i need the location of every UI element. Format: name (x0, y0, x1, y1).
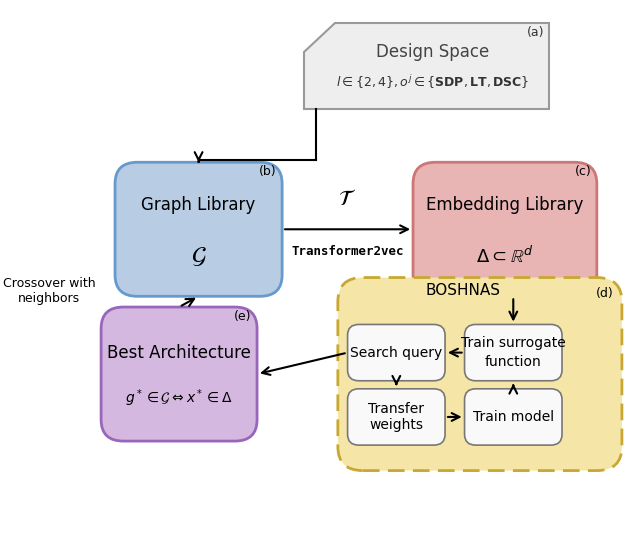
FancyBboxPatch shape (348, 389, 445, 445)
FancyBboxPatch shape (115, 162, 282, 296)
Text: Crossover with
neighbors: Crossover with neighbors (3, 277, 95, 305)
Text: Transformer2vec: Transformer2vec (291, 245, 404, 258)
FancyBboxPatch shape (348, 324, 445, 381)
FancyBboxPatch shape (413, 162, 597, 296)
Text: Train surrogate: Train surrogate (461, 336, 566, 350)
Text: Embedding Library: Embedding Library (426, 196, 584, 214)
Text: Train model: Train model (473, 410, 554, 424)
Text: $\mathcal{T}$: $\mathcal{T}$ (339, 189, 356, 209)
Text: Search query: Search query (350, 345, 442, 360)
Text: Best Architecture: Best Architecture (107, 344, 251, 362)
FancyBboxPatch shape (101, 307, 257, 441)
Text: (a): (a) (527, 25, 544, 38)
Text: (c): (c) (575, 165, 591, 178)
Text: Design Space: Design Space (376, 43, 489, 61)
Text: (d): (d) (596, 287, 614, 300)
Text: BOSHNAS: BOSHNAS (426, 284, 500, 299)
Text: $l \in \{2, 4\}, o^j \in \{\mathbf{SDP}, \mathbf{LT}, \mathbf{DSC}\}$: $l \in \{2, 4\}, o^j \in \{\mathbf{SDP},… (336, 73, 529, 91)
Polygon shape (305, 23, 550, 109)
Text: (b): (b) (259, 165, 276, 178)
Text: Transfer
weights: Transfer weights (368, 402, 424, 432)
FancyBboxPatch shape (465, 389, 562, 445)
Text: function: function (485, 355, 541, 369)
Text: Graph Library: Graph Library (141, 196, 256, 214)
Text: $\mathcal{G}$: $\mathcal{G}$ (191, 244, 207, 268)
FancyBboxPatch shape (465, 324, 562, 381)
Text: $\Delta \subset \mathbb{R}^d$: $\Delta \subset \mathbb{R}^d$ (476, 245, 534, 267)
FancyBboxPatch shape (338, 278, 622, 471)
Text: $g^* \in \mathcal{G} \Leftrightarrow x^* \in \Delta$: $g^* \in \mathcal{G} \Leftrightarrow x^*… (125, 388, 233, 409)
Text: (e): (e) (234, 310, 252, 323)
